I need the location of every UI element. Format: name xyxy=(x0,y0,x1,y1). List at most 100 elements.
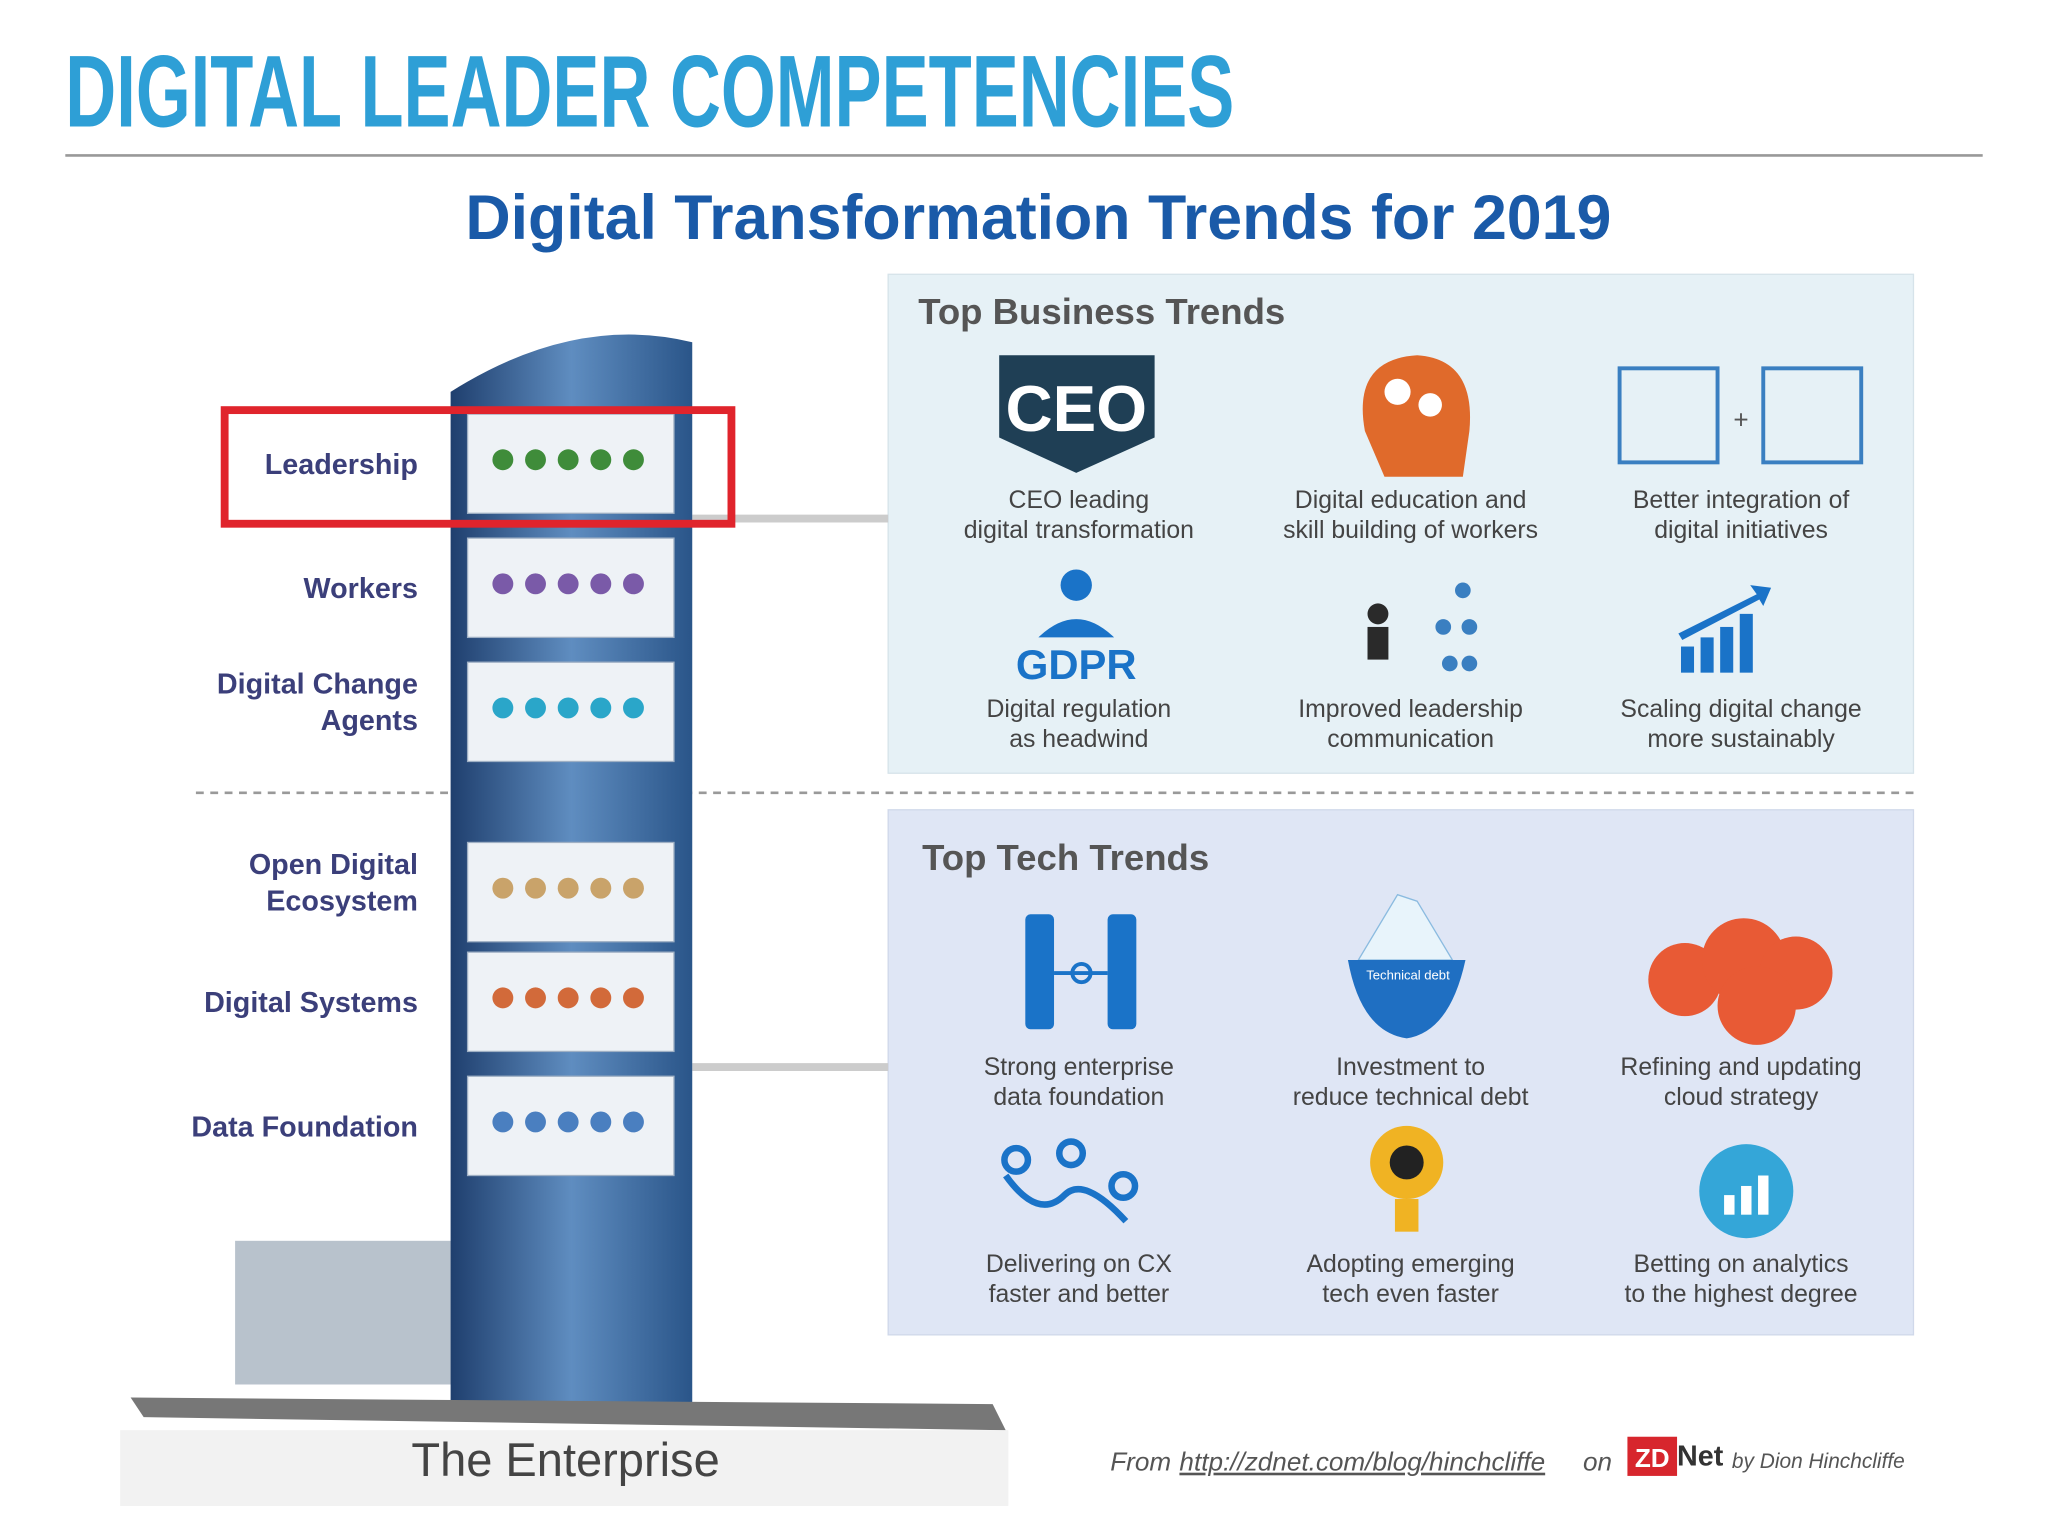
trend-label: Digital regulation as headwind xyxy=(986,696,1171,753)
panel-figure xyxy=(590,987,612,1009)
panel-figure xyxy=(525,877,546,899)
panel-figure xyxy=(623,877,644,899)
icon-text: CEO xyxy=(1005,372,1147,445)
infographic-title: Digital Transformation Trends for 2019 xyxy=(465,183,1611,253)
label-line: cloud strategy xyxy=(1664,1084,1819,1111)
label-line: digital transformation xyxy=(964,517,1194,544)
panel-figure xyxy=(525,573,546,595)
tower-level-label: Open Digital Ecosystem xyxy=(249,849,418,918)
logo-net: Net xyxy=(1677,1440,1724,1472)
business-title: Top Business Trends xyxy=(918,291,1285,332)
logo-zd: ZD xyxy=(1635,1443,1670,1473)
icon-leaders xyxy=(1367,582,1478,672)
label-line: Betting on analytics xyxy=(1634,1251,1849,1278)
label-line: faster and better xyxy=(989,1281,1170,1308)
icon-cloud xyxy=(1648,918,1833,1045)
panel-figure xyxy=(557,1111,579,1133)
panel-figure xyxy=(525,987,546,1009)
credit: From http://zdnet.com/blog/hinchcliffe o… xyxy=(1110,1447,1612,1477)
credit-author: by Dion Hinchcliffe xyxy=(1732,1450,1905,1473)
panel-figure xyxy=(492,987,514,1009)
panel-figure xyxy=(492,573,514,595)
panel-figure xyxy=(525,1111,546,1133)
trend-label: Investment to reduce technical debt xyxy=(1293,1054,1529,1111)
panel-figure xyxy=(492,697,514,719)
label-line: Open Digital xyxy=(249,849,418,881)
panel-figure xyxy=(623,449,644,471)
label-line: data foundation xyxy=(993,1084,1164,1111)
panel-figure xyxy=(623,987,644,1009)
panel-figure xyxy=(492,877,514,899)
ground-shadow xyxy=(120,1430,1009,1506)
label-line: communication xyxy=(1327,726,1494,753)
label-line: Digital Change xyxy=(217,669,418,701)
icon-head xyxy=(1362,355,1471,477)
trend-label: Adopting emerging tech even faster xyxy=(1307,1251,1515,1308)
trend-label: Better integration of digital initiatives xyxy=(1633,487,1850,544)
label-line: Digital regulation xyxy=(986,696,1171,723)
tower-level-label: Digital Systems xyxy=(204,987,418,1019)
trend-label: Delivering on CX faster and better xyxy=(986,1251,1173,1308)
label-line: as headwind xyxy=(1009,726,1148,753)
panel-figure xyxy=(590,1111,612,1133)
label-line: Scaling digital change xyxy=(1620,696,1861,723)
panel-figure xyxy=(623,573,644,595)
trend-label: Strong enterprise data foundation xyxy=(984,1054,1174,1111)
panel-figure xyxy=(557,573,579,595)
credit-from: From xyxy=(1110,1447,1171,1477)
label-line: reduce technical debt xyxy=(1293,1084,1529,1111)
panel-figure xyxy=(590,697,612,719)
tower-level-label: Data Foundation xyxy=(191,1111,418,1143)
icon-data xyxy=(1025,914,1137,1030)
label-line: Data Foundation xyxy=(191,1111,418,1143)
label-line: Strong enterprise xyxy=(984,1054,1174,1081)
panel-figure xyxy=(525,449,546,471)
trend-label: CEO leading digital transformation xyxy=(964,487,1194,544)
trend-label: Digital education and skill building of w… xyxy=(1283,487,1538,544)
icon-text: Technical debt xyxy=(1366,968,1450,983)
label-line: Workers xyxy=(304,573,418,605)
icon-gdpr: GDPR xyxy=(1016,569,1137,688)
label-line: Better integration of xyxy=(1633,487,1850,514)
tower-level-label: Workers xyxy=(304,573,418,605)
panel-figure xyxy=(557,987,579,1009)
label-line: to the highest degree xyxy=(1625,1281,1858,1308)
label-line: Digital education and xyxy=(1295,487,1527,514)
icon-analytics xyxy=(1699,1144,1794,1239)
icon-integration: + xyxy=(1617,366,1864,465)
slide-title: DIGITAL LEADER COMPETENCIES xyxy=(65,35,1234,149)
tower-caption: The Enterprise xyxy=(411,1433,719,1486)
logo-badge xyxy=(1627,1436,1678,1476)
label-line: Improved leadership xyxy=(1298,696,1523,723)
label-line: more sustainably xyxy=(1647,726,1835,753)
panel-figure xyxy=(557,449,579,471)
icon-ceo: CEO xyxy=(999,355,1155,473)
label-line: Leadership xyxy=(265,449,418,481)
highlight-box xyxy=(220,406,736,528)
tech-title: Top Tech Trends xyxy=(922,837,1209,878)
icon-map xyxy=(1001,1138,1139,1224)
ground xyxy=(130,1397,1006,1431)
icon-text: GDPR xyxy=(1016,641,1137,688)
label-line: skill building of workers xyxy=(1283,517,1538,544)
panel-figure xyxy=(590,573,612,595)
credit-on: on xyxy=(1583,1447,1612,1477)
label-line: Refining and updating xyxy=(1620,1054,1861,1081)
panel-figure xyxy=(557,877,579,899)
label-line: Ecosystem xyxy=(266,885,418,917)
panel-figure xyxy=(492,1111,514,1133)
credit-url[interactable]: http://zdnet.com/blog/hinchcliffe xyxy=(1179,1447,1545,1477)
label-line: digital initiatives xyxy=(1654,517,1828,544)
panel-figure xyxy=(492,449,514,471)
icon-iceberg: Technical debt xyxy=(1347,893,1466,1039)
icon-growth xyxy=(1678,585,1772,673)
trend-label: Betting on analytics to the highest degre… xyxy=(1625,1251,1858,1308)
panel-figure xyxy=(525,697,546,719)
label-line: Delivering on CX xyxy=(986,1251,1173,1278)
label-line: Agents xyxy=(321,705,418,737)
trend-label: Refining and updating cloud strategy xyxy=(1620,1054,1861,1111)
panel-figure xyxy=(557,697,579,719)
tower-level-label: Leadership xyxy=(265,449,418,481)
